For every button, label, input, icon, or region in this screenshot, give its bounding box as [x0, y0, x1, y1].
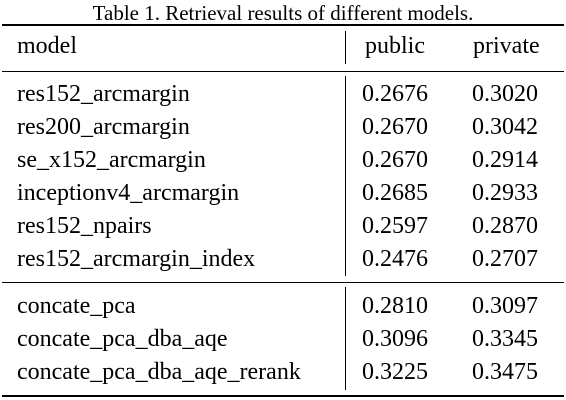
row-private: 0.3020 — [472, 81, 538, 107]
row-public: 0.2670 — [362, 147, 428, 173]
row-public: 0.2685 — [362, 180, 428, 206]
header-private: private — [473, 33, 540, 59]
row-model: concate_pca_dba_aqe — [17, 326, 228, 352]
column-divider-group1 — [345, 76, 346, 276]
row-private: 0.2870 — [472, 213, 538, 239]
header-model: model — [17, 33, 77, 59]
top-rule — [2, 24, 564, 26]
row-model: res152_arcmargin_index — [17, 246, 256, 272]
row-private: 0.3475 — [472, 359, 538, 385]
header-rule — [2, 71, 564, 72]
row-private: 0.3097 — [472, 293, 538, 319]
row-public: 0.2676 — [362, 81, 428, 107]
row-private: 0.2914 — [472, 147, 538, 173]
row-model: res152_arcmargin — [17, 81, 190, 107]
row-private: 0.3345 — [472, 326, 538, 352]
row-model: se_x152_arcmargin — [17, 147, 206, 173]
row-public: 0.2810 — [362, 293, 428, 319]
row-private: 0.2707 — [472, 246, 538, 272]
row-public: 0.2476 — [362, 246, 428, 272]
row-model: res200_arcmargin — [17, 114, 190, 140]
row-public: 0.2597 — [362, 213, 428, 239]
column-divider-header — [345, 31, 346, 64]
row-model: res152_npairs — [17, 213, 152, 239]
group-rule — [2, 282, 564, 283]
row-private: 0.2933 — [472, 180, 538, 206]
column-divider-group2 — [345, 287, 346, 390]
row-model: inceptionv4_arcmargin — [17, 180, 240, 206]
header-public: public — [365, 33, 425, 59]
row-model: concate_pca_dba_aqe_rerank — [17, 359, 301, 385]
row-private: 0.3042 — [472, 114, 538, 140]
row-public: 0.3225 — [362, 359, 428, 385]
row-public: 0.2670 — [362, 114, 428, 140]
bottom-rule — [2, 395, 564, 397]
table-caption: Table 1. Retrieval results of different … — [92, 1, 474, 25]
row-model: concate_pca — [17, 293, 136, 319]
row-public: 0.3096 — [362, 326, 428, 352]
